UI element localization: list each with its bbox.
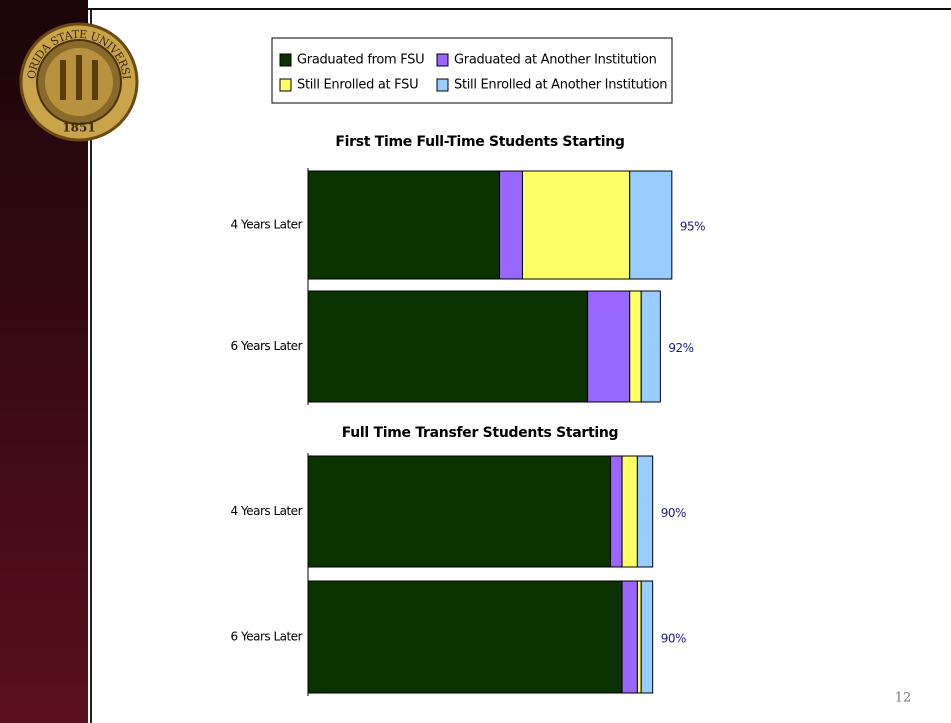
total-label: 92%	[668, 341, 693, 355]
chart-title: Full Time Transfer Students Starting	[342, 425, 619, 441]
legend-label: Graduated from FSU	[297, 53, 424, 68]
bar-segment	[307, 290, 589, 403]
category-label: 4 Years Later	[231, 504, 303, 518]
bar-segment	[307, 455, 612, 568]
total-label: 90%	[661, 632, 686, 646]
legend-label: Graduated at Another Institution	[454, 53, 657, 68]
bar-segment	[636, 455, 654, 568]
category-label: 6 Years Later	[231, 339, 303, 353]
bar-segment	[610, 455, 623, 568]
legend-label: Still Enrolled at Another Institution	[454, 78, 667, 93]
seal-year: 1851	[62, 121, 95, 135]
legend-swatch	[279, 78, 292, 92]
legend-swatch	[436, 78, 449, 92]
legend-swatch	[436, 53, 449, 67]
bar-segment	[307, 170, 500, 280]
bar-segment	[640, 290, 661, 403]
bar-segment	[587, 290, 631, 403]
bar-segment	[629, 290, 642, 403]
bar-segment	[636, 580, 642, 694]
legend-swatch	[279, 53, 292, 67]
bar-segment	[640, 580, 654, 694]
legend-label: Still Enrolled at FSU	[297, 78, 418, 93]
bar-segment	[499, 170, 523, 280]
chart-title: First Time Full-Time Students Starting	[335, 134, 624, 150]
page-number: 12	[895, 691, 912, 706]
total-label: 95%	[680, 220, 705, 234]
category-label: 4 Years Later	[231, 218, 303, 232]
bar-segment	[621, 455, 638, 568]
bar-segment	[629, 170, 673, 280]
category-label: 6 Years Later	[231, 630, 303, 644]
bar-segment	[621, 580, 638, 694]
total-label: 90%	[661, 506, 686, 520]
bar-segment	[307, 580, 623, 694]
legend-box	[271, 37, 673, 104]
bar-segment	[521, 170, 631, 280]
